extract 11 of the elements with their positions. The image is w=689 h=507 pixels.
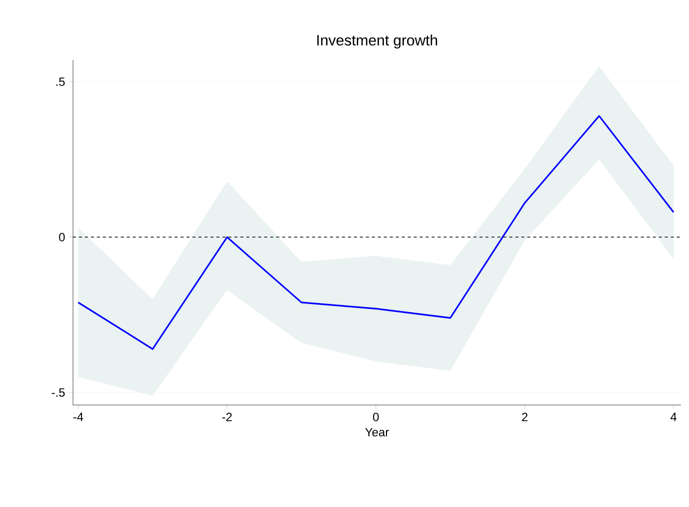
- y-tick-label: 0: [59, 232, 65, 242]
- x-tick-label: 0: [373, 412, 379, 422]
- x-axis-title: Year: [365, 428, 389, 436]
- x-tick-label: 4: [670, 412, 677, 421]
- y-tick-label: .5: [56, 78, 65, 86]
- y-tick-label: -.5: [52, 388, 65, 397]
- x-tick-label: 2: [522, 412, 528, 422]
- line-series: [77, 115, 674, 350]
- x-tick-label: -4: [73, 412, 84, 421]
- x-tick-label: -2: [222, 412, 232, 422]
- chart-title: Investment growth: [317, 34, 438, 48]
